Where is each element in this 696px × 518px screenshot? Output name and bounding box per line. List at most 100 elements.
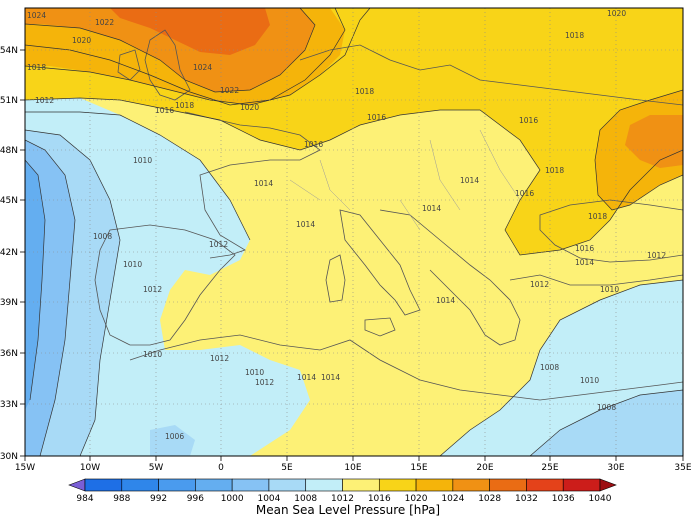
- lon-label: 10E: [344, 463, 361, 473]
- colorbar-tick-labels: 984 988 992 996 1000 1004 1008 1012 1016 1020 1024…: [76, 494, 611, 504]
- contour-label: 1010: [123, 260, 142, 269]
- contour-label: 1022: [95, 18, 114, 27]
- colorbar-tick-label: 1032: [515, 494, 538, 504]
- contour-label: 1016: [155, 106, 174, 115]
- contour-label: 1012: [35, 96, 54, 105]
- contour-labels: 1024 1022 1020 1018 1024 1022 1020 1012 …: [27, 9, 666, 441]
- colorbar-tick-label: 1024: [441, 494, 464, 504]
- pressure-band-low-patch-south: [150, 425, 195, 456]
- colorbar-swatch: [231, 478, 270, 492]
- colorbar-title: Mean Sea Level Pressure [hPa]: [256, 503, 440, 517]
- lon-label: 0: [218, 463, 224, 473]
- lon-label: 30E: [607, 463, 624, 473]
- colorbar-swatch: [305, 478, 343, 492]
- lon-label: 20E: [476, 463, 493, 473]
- colorbar-swatch: [268, 478, 307, 492]
- contour-label: 1014: [460, 176, 479, 185]
- map-frame: [24, 7, 684, 457]
- contour-label: 1012: [255, 378, 274, 387]
- lon-label: 25E: [541, 463, 558, 473]
- colorbar-tick-label: 992: [150, 494, 167, 504]
- lon-label: 15W: [15, 463, 35, 473]
- lat-label: 51N: [0, 96, 18, 106]
- pressure-band-1024-1028-east: [625, 115, 683, 168]
- contour-label: 1020: [607, 9, 626, 18]
- contour-label: 1018: [588, 212, 607, 221]
- map-plot-area: [25, 8, 683, 456]
- lat-label: 30N: [0, 452, 18, 462]
- colorbar-tick-label: 1028: [478, 494, 501, 504]
- lat-label: 36N: [0, 349, 18, 359]
- graticule: [25, 8, 683, 456]
- pressure-band-996-1000-west: [25, 160, 45, 410]
- contour-label: 1024: [27, 11, 46, 20]
- contour-label: 1010: [245, 368, 264, 377]
- lon-label: 5W: [149, 463, 164, 473]
- contour-label: 1016: [304, 140, 323, 149]
- colorbar-tick-label: 988: [113, 494, 130, 504]
- lon-label: 35E: [674, 463, 691, 473]
- contour-label: 1012: [143, 285, 162, 294]
- contour-label: 1014: [297, 373, 316, 382]
- lat-label: 33N: [0, 400, 18, 410]
- colorbar-tick-label: 1008: [294, 494, 317, 504]
- colorbar-tick-label: 1000: [221, 494, 244, 504]
- contour-label: 1014: [575, 258, 594, 267]
- contour-label: 1016: [367, 113, 386, 122]
- colorbar-swatch: [158, 478, 196, 492]
- contour-label: 1016: [519, 116, 538, 125]
- contour-label: 1014: [422, 204, 441, 213]
- lat-label: 39N: [0, 298, 18, 308]
- contour-label: 1018: [545, 166, 564, 175]
- contour-label: 1012: [647, 251, 666, 260]
- contour-label: 1018: [175, 101, 194, 110]
- pressure-band-low-patch-east: [590, 405, 683, 456]
- colorbar-swatch: [526, 478, 564, 492]
- contour-label: 1014: [296, 220, 315, 229]
- contour-label: 1018: [27, 63, 46, 72]
- colorbar-tick-label: 984: [76, 494, 93, 504]
- colorbar-swatch: [84, 478, 123, 492]
- contour-label: 1024: [193, 63, 212, 72]
- colorbar-tick-label: 1036: [552, 494, 575, 504]
- contour-label: 1012: [530, 280, 549, 289]
- longitude-labels: 15W 10W 5W 0 5E 10E 15E 20E 25E 30E 35E: [15, 463, 692, 473]
- contour-label: 1018: [565, 31, 584, 40]
- axis-ticks: [20, 49, 684, 461]
- colorbar-tick-label: 1004: [257, 494, 280, 504]
- contour-label: 1012: [209, 240, 228, 249]
- colorbar-min-triangle: [68, 478, 86, 492]
- pressure-band-1028-1032: [110, 8, 270, 55]
- contour-label: 1022: [220, 86, 239, 95]
- isobar-lines: [25, 8, 683, 456]
- colorbar-tick-label: 1040: [589, 494, 612, 504]
- contour-label: 1014: [321, 373, 340, 382]
- contour-label: 1014: [254, 179, 273, 188]
- contour-label: 1010: [143, 350, 162, 359]
- contour-label: 1016: [515, 189, 534, 198]
- colorbar-swatch: [195, 478, 233, 492]
- colorbar-swatch: [562, 478, 601, 492]
- contour-label: 1008: [93, 232, 112, 241]
- colorbar-max-triangle: [599, 478, 617, 492]
- contour-label: 1012: [210, 354, 229, 363]
- lat-label: 48N: [0, 146, 18, 156]
- contour-label: 1016: [575, 244, 594, 253]
- contour-label: 1008: [540, 363, 559, 372]
- lon-label: 5E: [281, 463, 293, 473]
- colorbar-swatch: [489, 478, 527, 492]
- contour-label: 1010: [133, 156, 152, 165]
- lat-label: 42N: [0, 248, 18, 258]
- contour-label: 1020: [240, 103, 259, 112]
- lat-label: 45N: [0, 196, 18, 206]
- latitude-labels: 54N 51N 48N 45N 42N 39N 36N 33N 30N: [0, 46, 18, 462]
- coastlines: [94, 29, 683, 401]
- lat-label: 54N: [0, 46, 18, 56]
- colorbar-tick-label: 996: [187, 494, 204, 504]
- colorbar: [68, 478, 617, 492]
- contour-label: 1020: [72, 36, 91, 45]
- colorbar-tick-label: 1016: [368, 494, 391, 504]
- colorbar-swatch: [415, 478, 454, 492]
- colorbar-swatch: [342, 478, 380, 492]
